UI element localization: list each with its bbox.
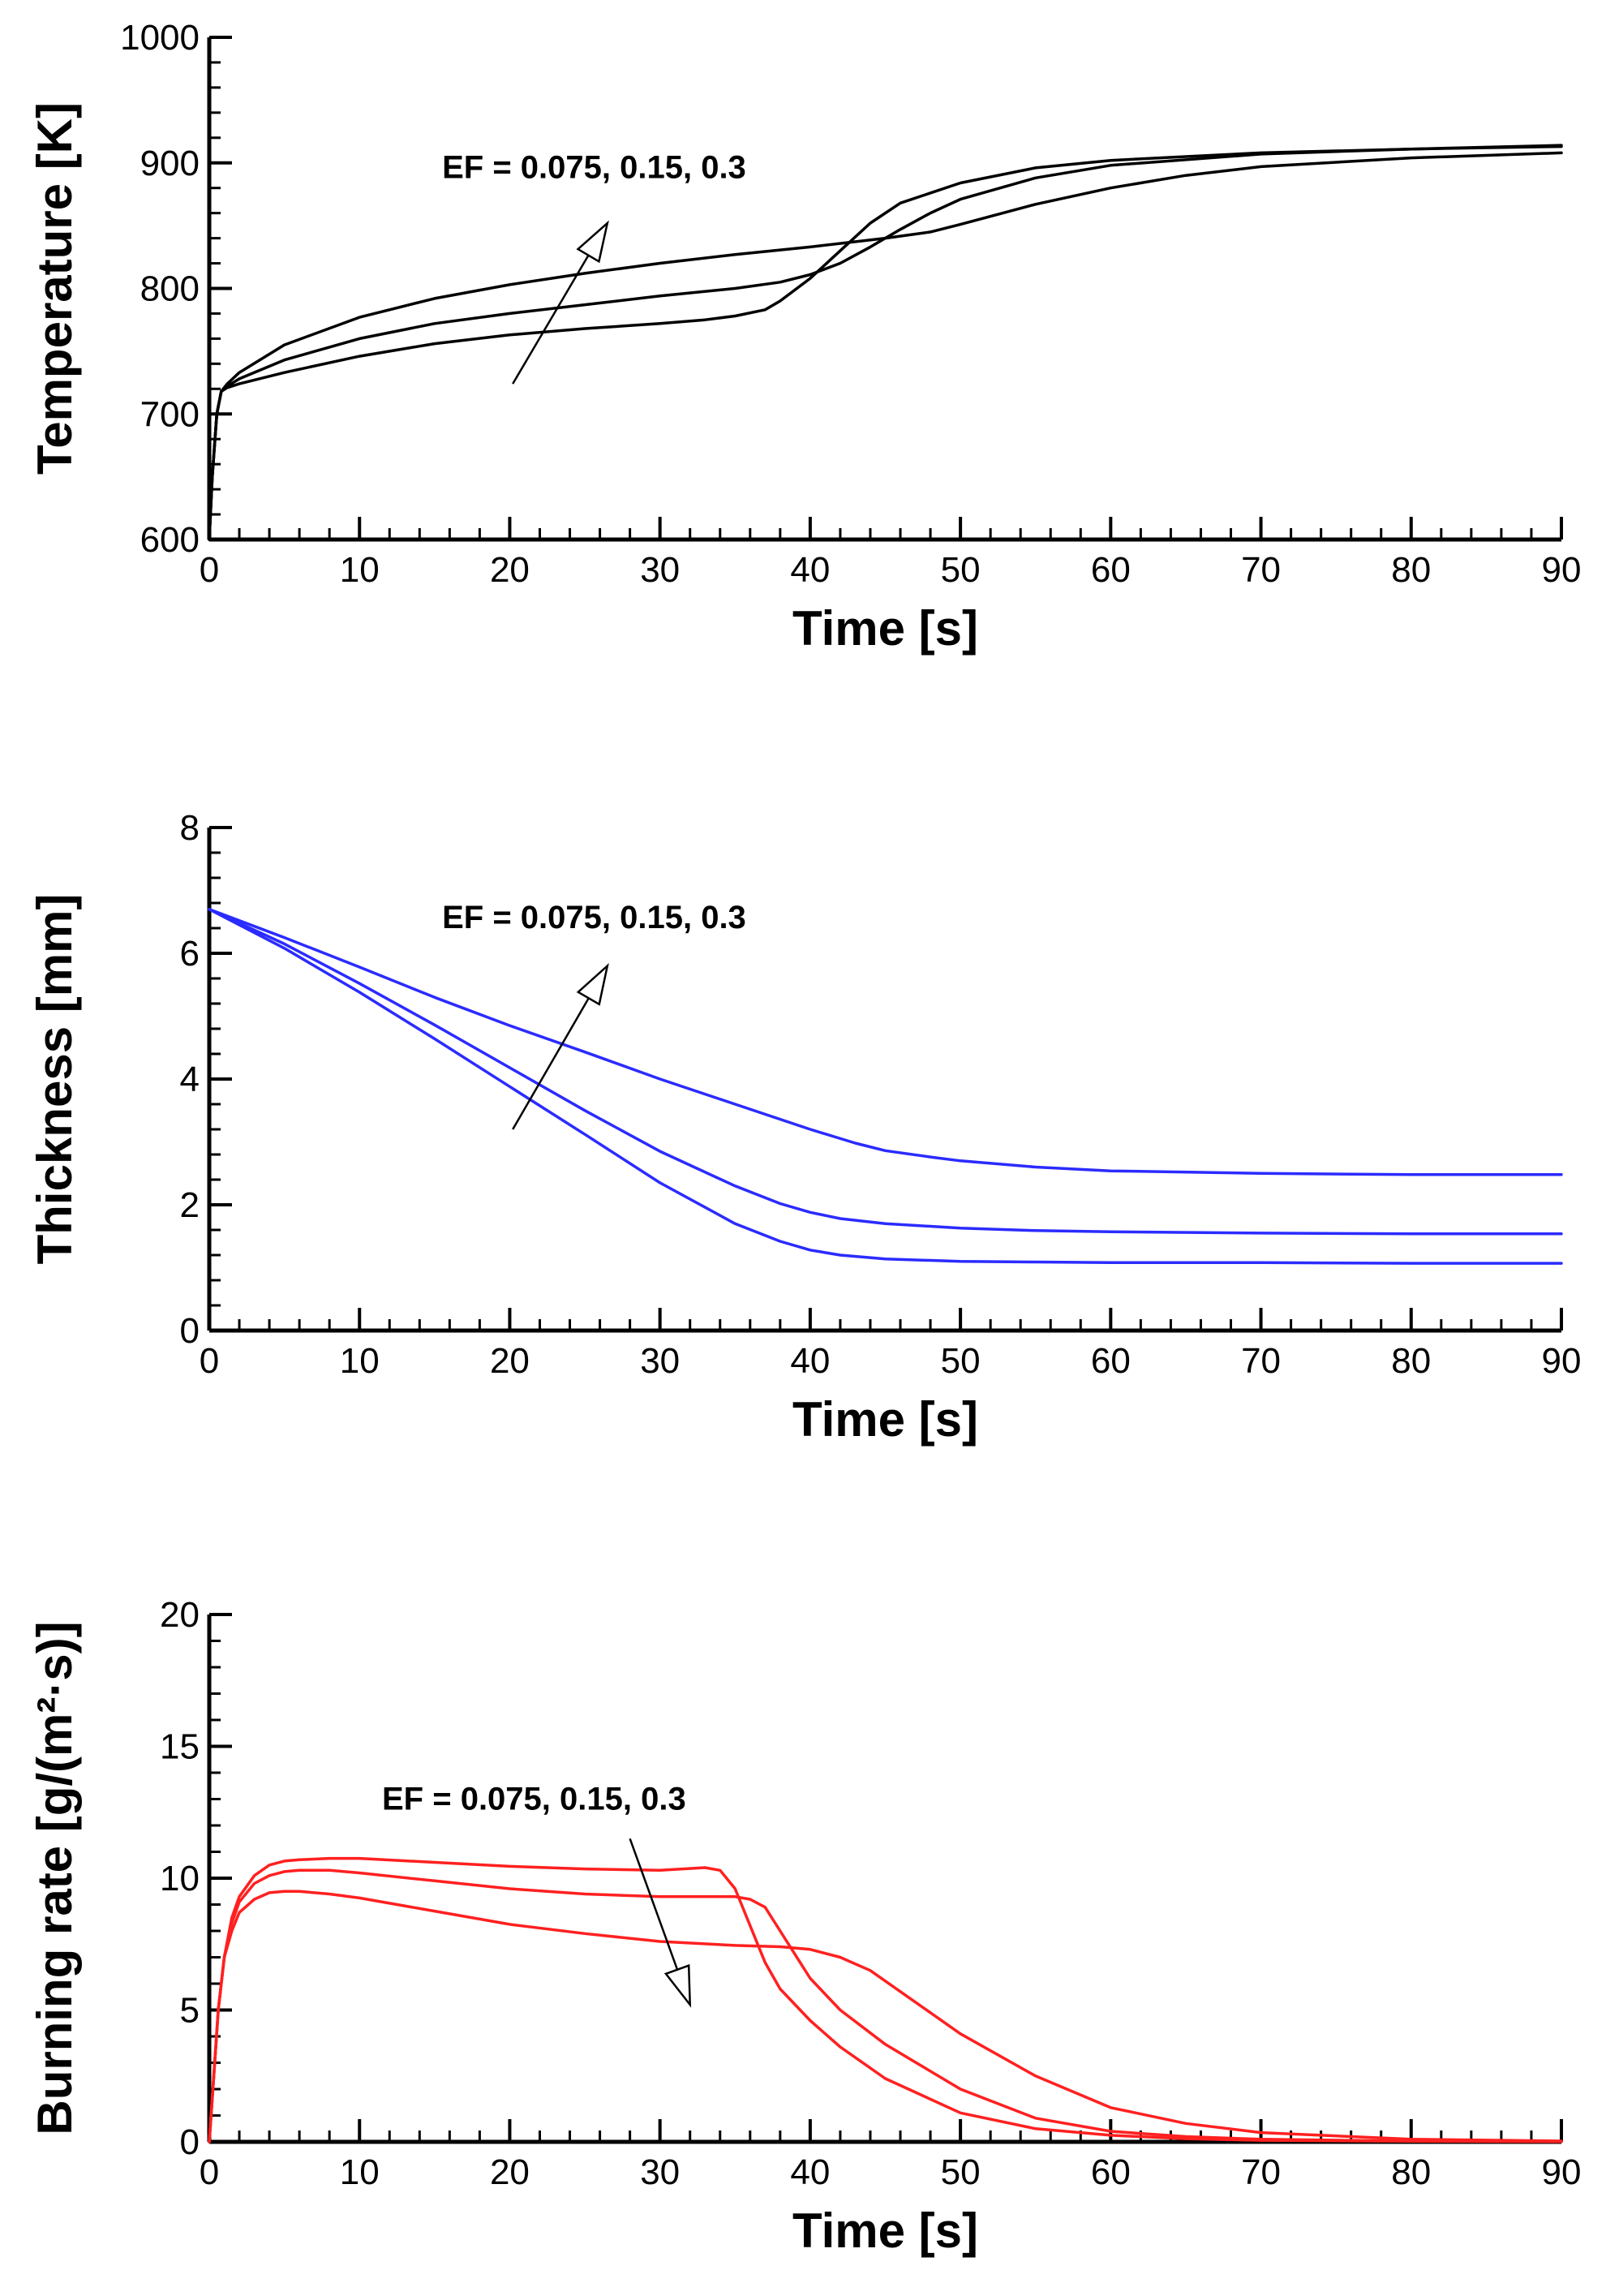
x-tick-label: 90: [1542, 550, 1582, 590]
y-tick-label: 15: [160, 1727, 200, 1767]
x-tick-label: 20: [490, 2152, 530, 2192]
annotation-arrow-head: [576, 220, 609, 264]
y-tick-label: 20: [160, 1595, 200, 1635]
x-tick-label: 0: [200, 1341, 219, 1381]
x-tick-label: 30: [640, 1341, 680, 1381]
x-tick-label: 40: [790, 1341, 830, 1381]
x-tick-label: 50: [941, 1341, 981, 1381]
x-tick-label: 60: [1091, 550, 1131, 590]
annotation-arrow-shaft: [512, 255, 590, 385]
x-tick-label: 80: [1391, 550, 1431, 590]
y-axis-title: Temperature [K]: [28, 102, 82, 475]
series-line-0-3: [208, 151, 1563, 541]
series-line-0-15: [208, 1868, 1563, 2143]
chart-burning-rate: 0 10 20 30 40 50 60 70 80 90 0 5 10 15 20 Time [s] Burni…: [28, 1595, 1581, 2258]
y-tick-label: 2: [180, 1185, 200, 1225]
x-tick-label: 10: [340, 550, 380, 590]
y-tick-label: 5: [180, 1991, 200, 2031]
chart-thickness: 0 10 20 30 40 50 60 70 80 90 0 2 4 6 8 Time [s] Thicknes…: [28, 808, 1581, 1447]
chart-temperature: 0 10 20 30 40 50 60 70 80 90 600 700 800 900 1000 Time …: [28, 18, 1581, 656]
x-axis-title: Time [s]: [792, 601, 978, 656]
x-tick-label: 30: [640, 2152, 680, 2192]
x-tick-label: 90: [1542, 2152, 1582, 2192]
series-line-0-075: [208, 144, 1563, 541]
series-line-0-15: [208, 908, 1563, 1236]
y-tick-label: 900: [140, 144, 200, 183]
x-tick-label: 80: [1391, 2152, 1431, 2192]
x-tick-label: 50: [941, 550, 981, 590]
x-tick-label: 70: [1241, 1341, 1281, 1381]
annotation-label: EF = 0.075, 0.15, 0.3: [442, 149, 746, 185]
x-tick-label: 20: [490, 550, 530, 590]
y-tick-label: 800: [140, 269, 200, 309]
x-tick-label: 0: [200, 2152, 219, 2192]
annotation-label: EF = 0.075, 0.15, 0.3: [442, 900, 746, 935]
x-tick-label: 60: [1091, 1341, 1131, 1381]
series-line-0-3: [208, 908, 1563, 1176]
y-tick-label: 0: [180, 2122, 200, 2162]
y-tick-label: 4: [180, 1060, 200, 1099]
y-tick-label: 8: [180, 808, 200, 848]
annotation-arrow-head: [663, 1963, 692, 2008]
series-line-0-075: [208, 908, 1563, 1265]
y-axis-title: Burning rate [g/(m²·s)]: [28, 1621, 82, 2135]
x-tick-label: 30: [640, 550, 680, 590]
y-tick-label: 600: [140, 520, 200, 560]
x-tick-label: 80: [1391, 1341, 1431, 1381]
x-axis-title: Time [s]: [792, 2204, 978, 2258]
series-line-0-3: [208, 1890, 1563, 2143]
annotation-label: EF = 0.075, 0.15, 0.3: [382, 1782, 686, 1817]
x-tick-label: 10: [340, 2152, 380, 2192]
x-tick-label: 0: [200, 550, 219, 590]
x-tick-label: 50: [941, 2152, 981, 2192]
annotation-arrow-shaft: [629, 1838, 679, 1971]
x-tick-label: 60: [1091, 2152, 1131, 2192]
x-tick-label: 10: [340, 1341, 380, 1381]
x-tick-label: 70: [1241, 550, 1281, 590]
y-tick-label: 1000: [120, 18, 200, 58]
annotation-arrow-shaft: [512, 997, 590, 1130]
y-tick-label: 0: [180, 1311, 200, 1351]
y-axis-title: Thickness [mm]: [28, 894, 82, 1265]
x-tick-label: 40: [790, 2152, 830, 2192]
x-tick-label: 70: [1241, 2152, 1281, 2192]
x-tick-label: 20: [490, 1341, 530, 1381]
x-tick-label: 90: [1542, 1341, 1582, 1381]
x-axis-title: Time [s]: [792, 1392, 978, 1447]
series-line-0-15: [208, 144, 1563, 541]
y-tick-label: 700: [140, 394, 200, 434]
y-tick-label: 10: [160, 1859, 200, 1898]
series-line-0-075: [208, 1856, 1563, 2143]
y-tick-label: 6: [180, 934, 200, 974]
x-tick-label: 40: [790, 550, 830, 590]
annotation-arrow-head: [576, 963, 609, 1006]
